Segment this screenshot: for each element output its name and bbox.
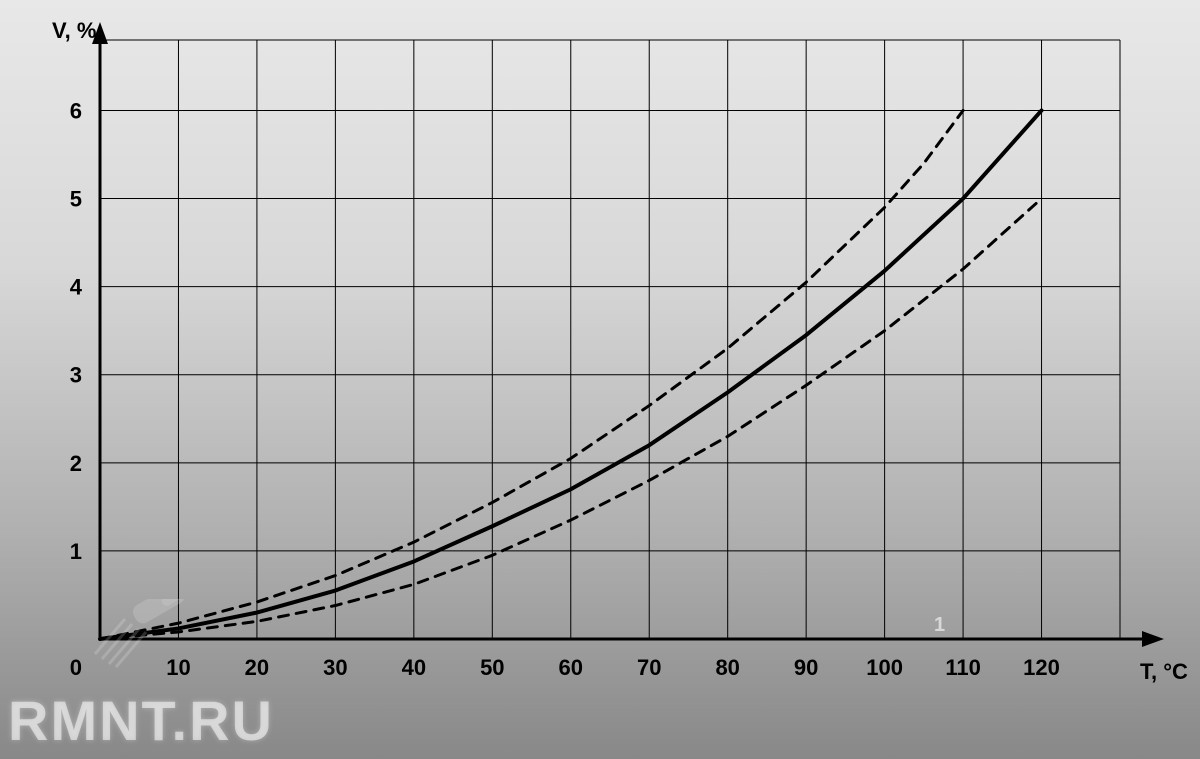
y-tick-label: 1 — [70, 539, 82, 564]
x-tick-label: 40 — [402, 655, 426, 680]
x-tick-label: 20 — [245, 655, 269, 680]
y-tick-label: 4 — [70, 275, 83, 300]
y-axis-label: V, % — [52, 18, 96, 43]
x-tick-label: 70 — [637, 655, 661, 680]
chart-container: 0 10 20 30 40 50 60 70 80 90 100 110 120 1 2 3 4 5 6 V, % T,… — [0, 0, 1200, 759]
x-tick-label: 60 — [559, 655, 583, 680]
page-number: 1 — [934, 614, 945, 636]
y-tick-label: 3 — [70, 363, 82, 388]
x-tick-label: 120 — [1023, 655, 1060, 680]
x-tick-label: 80 — [715, 655, 739, 680]
x-axis-label: T, °C — [1140, 659, 1188, 684]
y-tick-label: 6 — [70, 98, 82, 123]
x-tick-label: 30 — [323, 655, 347, 680]
x-tick-label: 10 — [166, 655, 190, 680]
x-tick-label: 90 — [794, 655, 818, 680]
x-tick-label: 50 — [480, 655, 504, 680]
x-tick-label: 100 — [866, 655, 903, 680]
y-tick-label: 2 — [70, 451, 82, 476]
x-tick-label: 110 — [945, 655, 981, 680]
y-tick-label: 5 — [70, 187, 82, 212]
x-axis-arrow-icon — [1142, 631, 1164, 647]
x-tick-label: 0 — [70, 655, 82, 680]
expansion-chart: 0 10 20 30 40 50 60 70 80 90 100 110 120 1 2 3 4 5 6 V, % T,… — [0, 0, 1200, 759]
